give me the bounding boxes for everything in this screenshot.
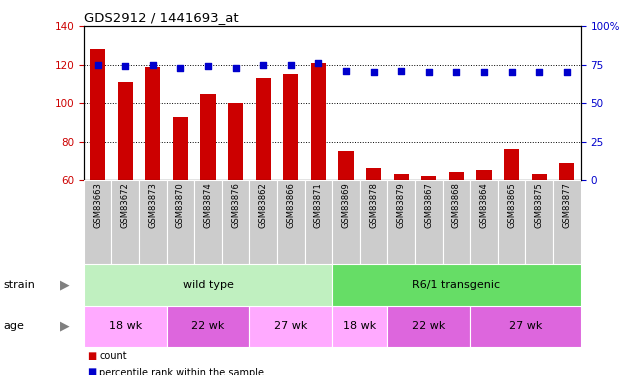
- Point: [176, 65, 186, 71]
- Point: [479, 69, 489, 75]
- Text: GSM83878: GSM83878: [369, 183, 378, 228]
- Text: GSM83866: GSM83866: [286, 183, 296, 228]
- Bar: [470, 306, 581, 347]
- Bar: [256, 78, 271, 180]
- Bar: [421, 176, 437, 180]
- Bar: [283, 74, 299, 180]
- Text: 27 wk: 27 wk: [274, 321, 307, 331]
- Bar: [145, 67, 160, 180]
- Bar: [476, 170, 492, 180]
- Point: [396, 68, 406, 74]
- Point: [230, 65, 240, 71]
- Bar: [311, 63, 326, 180]
- Point: [148, 62, 158, 68]
- Bar: [332, 180, 360, 264]
- Bar: [194, 180, 222, 264]
- Text: 22 wk: 22 wk: [191, 321, 225, 331]
- Text: count: count: [99, 351, 127, 361]
- Text: GSM83876: GSM83876: [231, 183, 240, 228]
- Bar: [173, 117, 188, 180]
- Bar: [166, 180, 194, 264]
- Point: [507, 69, 517, 75]
- Bar: [84, 264, 332, 306]
- Bar: [388, 306, 470, 347]
- Text: GDS2912 / 1441693_at: GDS2912 / 1441693_at: [84, 11, 238, 24]
- Point: [258, 62, 268, 68]
- Point: [451, 69, 461, 75]
- Point: [424, 69, 434, 75]
- Text: GSM83663: GSM83663: [93, 183, 102, 228]
- Bar: [201, 93, 215, 180]
- Text: ▶: ▶: [60, 320, 70, 333]
- Point: [562, 69, 572, 75]
- Point: [120, 63, 130, 69]
- Bar: [443, 180, 470, 264]
- Text: GSM83871: GSM83871: [314, 183, 323, 228]
- Bar: [166, 306, 250, 347]
- Bar: [560, 163, 574, 180]
- Text: 27 wk: 27 wk: [509, 321, 542, 331]
- Point: [534, 69, 544, 75]
- Point: [203, 63, 213, 69]
- Bar: [525, 180, 553, 264]
- Point: [286, 62, 296, 68]
- Text: ■: ■: [87, 351, 96, 361]
- Point: [93, 62, 102, 68]
- Text: GSM83874: GSM83874: [204, 183, 212, 228]
- Bar: [332, 306, 388, 347]
- Bar: [498, 180, 525, 264]
- Bar: [338, 151, 353, 180]
- Bar: [504, 149, 519, 180]
- Bar: [366, 168, 381, 180]
- Text: 22 wk: 22 wk: [412, 321, 445, 331]
- Bar: [84, 180, 111, 264]
- Bar: [117, 82, 133, 180]
- Text: GSM83865: GSM83865: [507, 183, 516, 228]
- Text: GSM83870: GSM83870: [176, 183, 185, 228]
- Text: 18 wk: 18 wk: [109, 321, 142, 331]
- Bar: [84, 306, 166, 347]
- Bar: [222, 180, 250, 264]
- Text: 18 wk: 18 wk: [343, 321, 376, 331]
- Bar: [228, 103, 243, 180]
- Bar: [277, 180, 305, 264]
- Text: GSM83867: GSM83867: [424, 183, 433, 228]
- Bar: [332, 264, 581, 306]
- Text: age: age: [3, 321, 24, 331]
- Text: GSM83873: GSM83873: [148, 183, 157, 228]
- Point: [314, 60, 324, 66]
- Text: wild type: wild type: [183, 280, 233, 290]
- Text: GSM83877: GSM83877: [563, 183, 571, 228]
- Bar: [360, 180, 388, 264]
- Text: GSM83862: GSM83862: [259, 183, 268, 228]
- Bar: [394, 174, 409, 180]
- Text: GSM83879: GSM83879: [397, 183, 406, 228]
- Bar: [553, 180, 581, 264]
- Bar: [415, 180, 443, 264]
- Text: GSM83868: GSM83868: [452, 183, 461, 228]
- Bar: [305, 180, 332, 264]
- Text: strain: strain: [3, 280, 35, 290]
- Bar: [90, 50, 105, 180]
- Text: R6/1 transgenic: R6/1 transgenic: [412, 280, 501, 290]
- Text: ▶: ▶: [60, 279, 70, 291]
- Text: GSM83864: GSM83864: [479, 183, 489, 228]
- Bar: [111, 180, 139, 264]
- Text: GSM83869: GSM83869: [342, 183, 350, 228]
- Text: percentile rank within the sample: percentile rank within the sample: [99, 368, 265, 375]
- Text: ■: ■: [87, 368, 96, 375]
- Bar: [250, 180, 277, 264]
- Text: GSM83875: GSM83875: [535, 183, 544, 228]
- Bar: [250, 306, 332, 347]
- Bar: [470, 180, 498, 264]
- Point: [341, 68, 351, 74]
- Text: GSM83672: GSM83672: [120, 183, 130, 228]
- Point: [369, 69, 379, 75]
- Bar: [532, 174, 547, 180]
- Bar: [388, 180, 415, 264]
- Bar: [139, 180, 166, 264]
- Bar: [449, 172, 464, 180]
